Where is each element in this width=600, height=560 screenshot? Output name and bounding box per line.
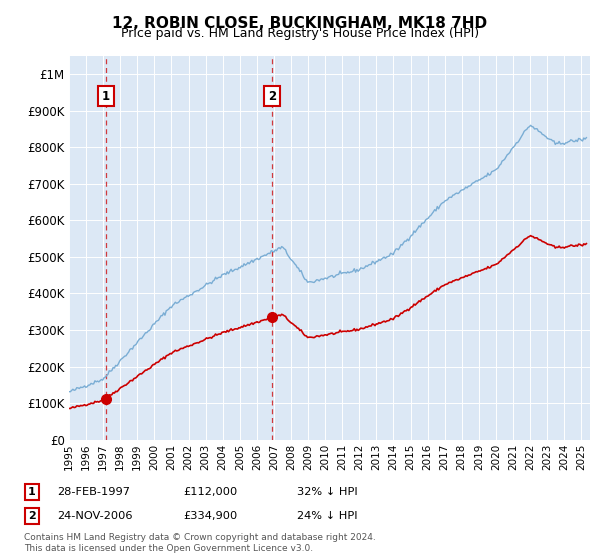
Text: 24-NOV-2006: 24-NOV-2006 — [57, 511, 133, 521]
Text: £334,900: £334,900 — [183, 511, 237, 521]
Text: 1: 1 — [101, 90, 110, 102]
Text: Price paid vs. HM Land Registry's House Price Index (HPI): Price paid vs. HM Land Registry's House … — [121, 27, 479, 40]
Text: 2: 2 — [268, 90, 276, 102]
Text: 24% ↓ HPI: 24% ↓ HPI — [297, 511, 358, 521]
Text: £112,000: £112,000 — [183, 487, 237, 497]
Text: 32% ↓ HPI: 32% ↓ HPI — [297, 487, 358, 497]
Text: Contains HM Land Registry data © Crown copyright and database right 2024.
This d: Contains HM Land Registry data © Crown c… — [24, 533, 376, 553]
Text: 12, ROBIN CLOSE, BUCKINGHAM, MK18 7HD: 12, ROBIN CLOSE, BUCKINGHAM, MK18 7HD — [112, 16, 488, 31]
Text: 2: 2 — [28, 511, 35, 521]
Text: 28-FEB-1997: 28-FEB-1997 — [57, 487, 130, 497]
Text: 1: 1 — [28, 487, 35, 497]
